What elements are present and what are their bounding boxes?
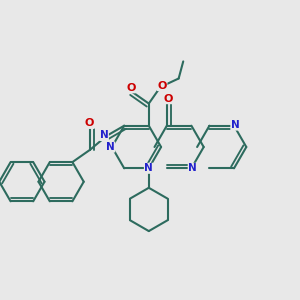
Text: O: O bbox=[158, 80, 167, 91]
Text: N: N bbox=[230, 120, 239, 130]
Text: N: N bbox=[188, 165, 197, 175]
Text: N: N bbox=[106, 142, 115, 152]
Text: O: O bbox=[126, 83, 136, 93]
Text: N: N bbox=[188, 163, 197, 173]
Text: O: O bbox=[85, 118, 94, 128]
Text: N: N bbox=[144, 165, 153, 175]
Text: N: N bbox=[231, 120, 240, 130]
Text: O: O bbox=[85, 118, 94, 128]
Text: O: O bbox=[163, 94, 172, 103]
Text: O: O bbox=[163, 94, 172, 103]
Text: N: N bbox=[99, 130, 108, 140]
Text: N: N bbox=[105, 142, 114, 152]
Text: N: N bbox=[144, 163, 153, 173]
Text: O: O bbox=[126, 83, 136, 93]
Text: O: O bbox=[158, 80, 167, 91]
Text: N: N bbox=[100, 130, 108, 140]
